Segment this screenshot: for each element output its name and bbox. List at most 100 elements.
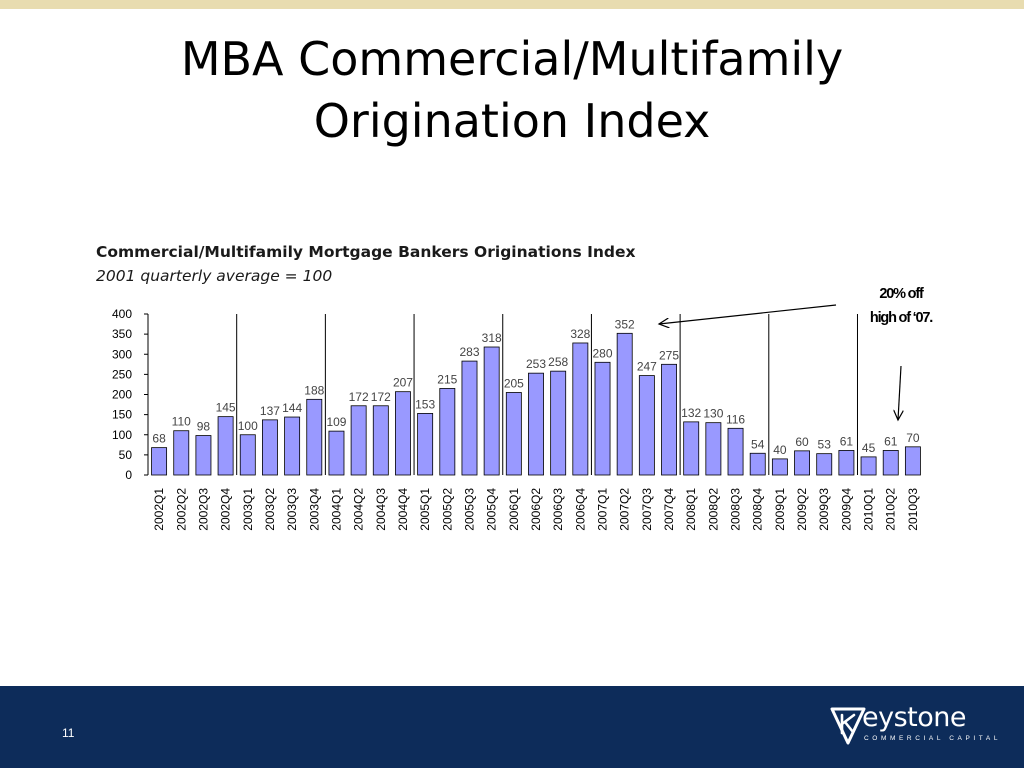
y-tick-label: 0 — [125, 468, 132, 482]
bar — [151, 447, 168, 476]
x-tick-label: 2007Q1 — [596, 488, 610, 531]
year-separators — [236, 314, 858, 475]
bar-value-label: 110 — [172, 415, 191, 429]
x-tick-label: 2009Q3 — [817, 488, 831, 531]
bar-value-label: 153 — [415, 397, 435, 411]
x-tick-label: 2003Q3 — [285, 488, 299, 531]
bar — [417, 413, 434, 476]
bar-value-label: 109 — [326, 415, 346, 429]
bar-value-label: 98 — [197, 420, 211, 434]
x-tick-label: 2003Q4 — [307, 488, 321, 531]
callout-annotation: 20% off high of ‘07. — [846, 282, 956, 330]
bar — [262, 419, 278, 476]
bar-value-label: 205 — [504, 376, 524, 390]
bar — [794, 450, 810, 476]
x-tick-label: 2007Q4 — [662, 488, 676, 531]
bar — [550, 370, 567, 476]
bar — [860, 456, 877, 476]
slide-title-line-2: Origination Index — [313, 94, 711, 148]
bar-value-label: 258 — [548, 355, 568, 369]
y-tick-label: 150 — [112, 408, 132, 422]
x-tick-label: 2005Q4 — [485, 488, 499, 531]
top-accent-stripe — [0, 0, 1024, 9]
bar-value-label: 318 — [482, 331, 502, 345]
slide-title: MBA Commercial/Multifamily Origination I… — [0, 28, 1024, 152]
bar-value-label: 352 — [615, 317, 635, 331]
bar-value-label: 137 — [260, 404, 280, 418]
bar — [306, 398, 323, 476]
bars — [151, 332, 921, 476]
y-axis: 0 50 100 150 200 250 300 350 400 — [112, 307, 149, 482]
bar-value-label: 116 — [726, 412, 745, 426]
x-tick-label: 2004Q2 — [352, 488, 366, 531]
x-tick-label: 2009Q1 — [773, 488, 787, 531]
callout-line-2: high of ‘07. — [869, 310, 933, 326]
y-tick-label: 400 — [112, 307, 132, 321]
bar-value-label: 132 — [681, 406, 701, 420]
x-tick-label: 2010Q3 — [906, 488, 920, 531]
bar — [594, 361, 611, 476]
keystone-logo: eystone COMMERCIAL CAPITAL — [830, 702, 1000, 748]
bar-value-label: 60 — [795, 435, 809, 449]
x-tick-label: 2008Q3 — [729, 488, 743, 531]
bar-value-label: 54 — [751, 437, 765, 451]
x-tick-label: 2009Q2 — [795, 488, 809, 531]
bar-value-label: 145 — [216, 401, 236, 415]
x-tick-label: 2008Q1 — [684, 488, 698, 531]
bar-value-label: 61 — [840, 434, 854, 448]
bar — [572, 342, 589, 476]
bar-value-label: 328 — [570, 327, 590, 341]
bar-value-label: 61 — [884, 434, 898, 448]
bar-value-label: 130 — [703, 407, 723, 421]
y-tick-label: 300 — [112, 347, 132, 361]
bar-value-label: 283 — [459, 345, 479, 359]
bar — [217, 416, 234, 476]
x-tick-label: 2002Q3 — [196, 488, 210, 531]
x-tick-label: 2004Q1 — [329, 488, 343, 531]
bar — [638, 375, 655, 476]
bar — [483, 346, 500, 476]
x-tick-label: 2006Q2 — [529, 488, 543, 531]
y-tick-label: 250 — [112, 367, 132, 381]
bar — [328, 430, 345, 476]
bar-value-label: 53 — [818, 438, 832, 452]
bar-value-label: 275 — [659, 348, 679, 362]
bar — [749, 452, 766, 476]
bar — [372, 405, 389, 476]
chart-title: Commercial/Multifamily Mortgage Bankers … — [96, 243, 636, 261]
bar — [882, 450, 899, 476]
footer-bar — [0, 686, 1024, 768]
x-tick-label: 2008Q4 — [751, 488, 765, 531]
bar — [838, 450, 855, 476]
y-tick-label: 100 — [112, 428, 132, 442]
logo-tagline: COMMERCIAL CAPITAL — [864, 735, 1002, 742]
chart-subtitle: 2001 quarterly average = 100 — [96, 267, 333, 285]
keystone-logo-mark-icon — [830, 707, 866, 745]
y-tick-label: 200 — [112, 388, 132, 402]
x-tick-label: 2002Q4 — [219, 488, 233, 531]
bar — [395, 391, 411, 476]
bar — [771, 458, 788, 476]
slide-title-line-1: MBA Commercial/Multifamily — [180, 32, 844, 86]
bar — [727, 427, 744, 476]
bar-value-label: 172 — [371, 390, 391, 404]
x-axis-labels: 2002Q1 2002Q2 2002Q3 2002Q4 2003Q1 2003Q2 2003… — [152, 488, 920, 531]
bar-value-label: 70 — [906, 431, 920, 445]
bar — [661, 363, 677, 476]
peak-callout-arrow — [659, 304, 837, 324]
x-tick-label: 2010Q1 — [862, 488, 876, 531]
bar-value-label: 247 — [637, 360, 657, 374]
bar-value-label: 280 — [592, 346, 612, 360]
x-tick-label: 2006Q4 — [573, 488, 587, 531]
x-tick-label: 2007Q3 — [640, 488, 654, 531]
x-tick-label: 2002Q2 — [174, 488, 188, 531]
x-tick-label: 2005Q3 — [462, 488, 476, 531]
bar-value-label: 45 — [862, 441, 876, 455]
bar — [195, 435, 212, 476]
page-number: 11 — [62, 726, 75, 740]
x-tick-label: 2006Q3 — [551, 488, 565, 531]
bar-value-label: 68 — [152, 432, 166, 446]
bar-value-label: 215 — [437, 372, 457, 386]
